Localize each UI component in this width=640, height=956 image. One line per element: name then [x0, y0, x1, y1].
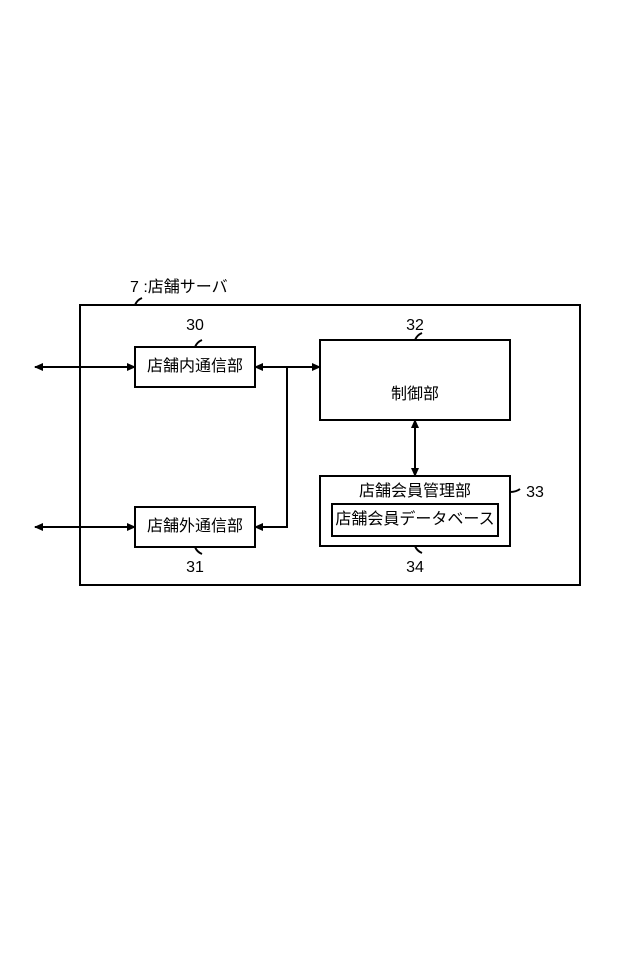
title-text: 店舗サーバ	[148, 278, 228, 296]
title: 7 :店舗サーバ	[130, 278, 228, 305]
node-31-num: 31	[186, 559, 204, 576]
node-30-label: 店舗内通信部	[147, 357, 243, 375]
node-33-num: 33	[526, 484, 544, 501]
node-31-label: 店舗外通信部	[147, 517, 243, 535]
node-34-label: 店舗会員データベース	[335, 509, 494, 528]
diagram-svg: 7 :店舗サーバ 店舗内通信部 30 店舗外通信部 31 制御部 32 店舗会員…	[0, 0, 640, 956]
node-32-num: 32	[406, 317, 424, 334]
node-34-num: 34	[406, 559, 424, 576]
node-30-num: 30	[186, 317, 204, 334]
node-32-label: 制御部	[391, 385, 439, 403]
svg-text:7 :店舗サーバ: 7 :店舗サーバ	[130, 278, 228, 296]
title-num: 7	[130, 279, 139, 296]
node-33-label: 店舗会員管理部	[359, 482, 471, 500]
